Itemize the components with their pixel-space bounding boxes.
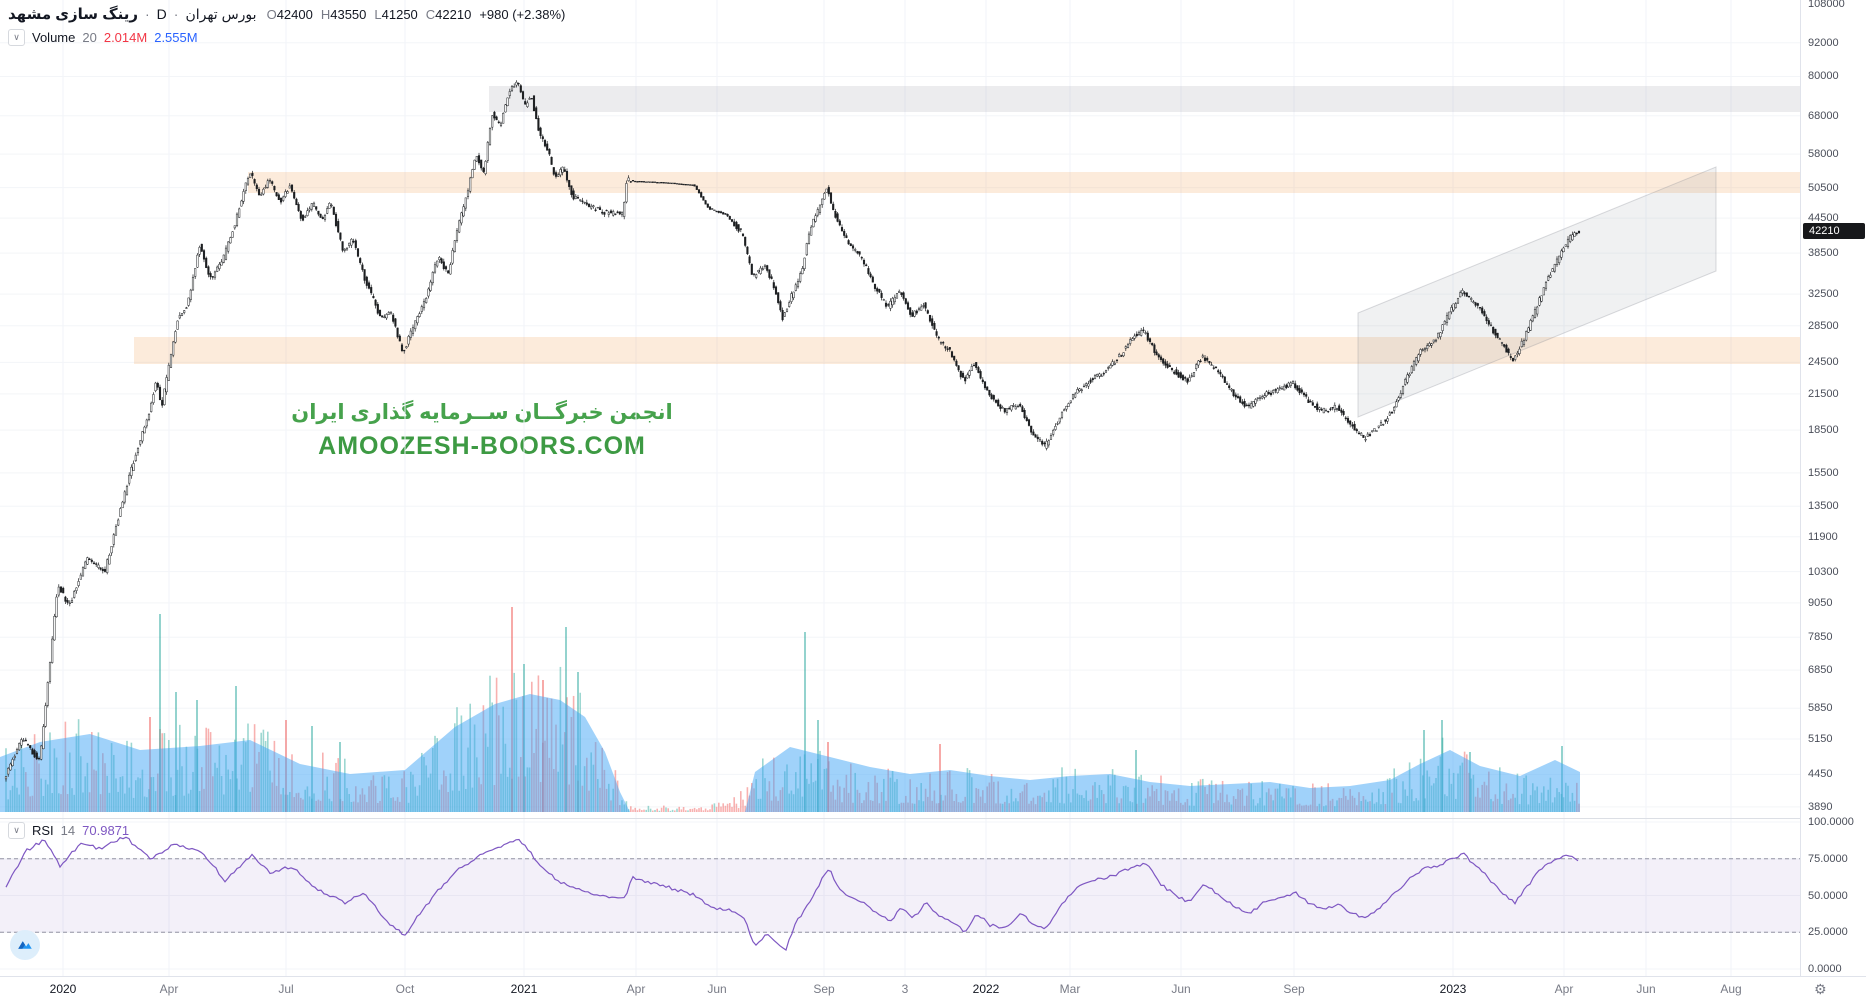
time-axis-label: 3 — [901, 982, 909, 996]
price-axis-label: 4450 — [1808, 768, 1833, 781]
rsi-axis-label: 100.0000 — [1808, 816, 1854, 828]
watermark-line1: انجمن خبرگــان ســرمایه گذاری ایران — [291, 401, 673, 424]
rsi-indicator-name[interactable]: RSI — [32, 823, 54, 838]
ohlc-values: O42400 H43550 L41250 C42210 +980 (+2.38%… — [267, 7, 566, 22]
rsi-pane — [0, 836, 1800, 951]
price-axis-label: 38500 — [1808, 247, 1839, 260]
low-key: L — [374, 6, 382, 22]
time-axis-label: 2021 — [510, 982, 538, 996]
change-value: +980 (+2.38%) — [479, 6, 566, 22]
price-axis-label: 21500 — [1808, 387, 1839, 400]
time-axis-label: Mar — [1059, 982, 1081, 996]
price-axis-label: 6850 — [1808, 664, 1833, 677]
volume-ma-area — [0, 694, 1580, 812]
time-axis-label: Apr — [626, 982, 646, 996]
time-axis[interactable]: ⚙ 2020 Apr Jul Oct 2021 Apr Jun Sep 3 2022 Mar Jun S… — [0, 976, 1866, 1001]
price-axis-label: 9050 — [1808, 596, 1833, 609]
close-key: C — [425, 6, 436, 22]
timeframe-label[interactable]: D — [156, 6, 167, 22]
high-value: H43550 — [321, 7, 367, 22]
watermark: انجمن خبرگــان ســرمایه گذاری ایران AMOO… — [0, 400, 964, 461]
open-val: 42400 — [276, 6, 313, 22]
rsi-axis-label: 50.0000 — [1808, 889, 1848, 902]
price-axis-label: 15500 — [1808, 466, 1839, 479]
time-axis-label: Jun — [707, 982, 727, 996]
close-val: 42210 — [435, 6, 472, 22]
price-axis-label: 24500 — [1808, 356, 1839, 369]
time-axis-label: Jun — [1636, 982, 1656, 996]
trend-channel — [1357, 166, 1717, 418]
separator-dot: · — [144, 6, 150, 22]
time-axis-label: Apr — [1554, 982, 1574, 996]
volume-value-1: 2.014M — [103, 30, 148, 45]
pane-divider[interactable] — [0, 818, 1866, 819]
price-axis-label: 28500 — [1808, 319, 1839, 332]
chart-platform-logo[interactable] — [10, 930, 40, 960]
price-axis-label: 80000 — [1808, 70, 1839, 83]
open-key: O — [266, 6, 277, 22]
chevron-down-icon[interactable]: ∨ — [8, 822, 25, 839]
price-axis-label: 3890 — [1808, 800, 1833, 813]
price-axis-label: 44500 — [1808, 212, 1839, 225]
time-axis-label: Apr — [159, 982, 179, 996]
high-val: 43550 — [330, 6, 367, 22]
symbol-header: رینگ سازی مشهد · D · بورس تهران O42400 H… — [8, 5, 566, 24]
price-axis-label: 10300 — [1808, 565, 1839, 578]
volume-value-2: 2.555M — [154, 30, 198, 45]
price-axis-label: 32500 — [1808, 288, 1839, 301]
time-axis-label: Oct — [395, 982, 415, 996]
rsi-indicator-param: 14 — [60, 823, 76, 838]
low-val: 41250 — [381, 6, 418, 22]
current-price-tag: 42210 — [1803, 222, 1865, 239]
price-axis[interactable]: 108000 92000 80000 68000 58000 50500 44500 3850… — [1800, 0, 1866, 976]
price-axis-label: 50500 — [1808, 181, 1839, 194]
price-axis-label: 92000 — [1808, 36, 1839, 49]
price-axis-label: 5850 — [1808, 702, 1833, 715]
rsi-axis-label: 25.0000 — [1808, 926, 1848, 939]
close-value: C42210 — [426, 7, 472, 22]
price-axis-label: 108000 — [1808, 0, 1845, 10]
separator-dot: · — [173, 6, 179, 22]
price-axis-label: 13500 — [1808, 500, 1839, 513]
time-axis-label: 2023 — [1439, 982, 1467, 996]
price-axis-label: 18500 — [1808, 424, 1839, 437]
main-chart-canvas[interactable] — [0, 0, 1800, 976]
price-axis-label: 58000 — [1808, 148, 1839, 161]
price-axis-label: 68000 — [1808, 109, 1839, 122]
low-value: L41250 — [374, 7, 417, 22]
watermark-line2: AMOOZESH-BOORS.COM — [318, 432, 646, 460]
candlestick-series — [4, 80, 1581, 782]
time-axis-label: Sep — [1283, 982, 1305, 996]
mountain-logo-icon — [18, 941, 32, 949]
symbol-name[interactable]: رینگ سازی مشهد — [8, 6, 138, 23]
price-axis-label: 5150 — [1808, 733, 1833, 746]
time-axis-label: 2022 — [972, 982, 1000, 996]
time-axis-label: 2020 — [49, 982, 77, 996]
exchange-name: بورس تهران — [185, 5, 257, 22]
price-axis-label: 11900 — [1808, 530, 1838, 543]
volume-indicator-name[interactable]: Volume — [32, 30, 76, 45]
time-axis-label: Jun — [1171, 982, 1191, 996]
time-axis-label: Sep — [813, 982, 835, 996]
time-axis-label: Jul — [278, 982, 294, 996]
rsi-axis-label: 0.0000 — [1808, 963, 1842, 975]
volume-indicator-legend: ∨ Volume 20 2.014M 2.555M — [8, 29, 198, 46]
gear-icon[interactable]: ⚙ — [1814, 981, 1827, 997]
rsi-axis-label: 75.0000 — [1808, 852, 1848, 865]
price-axis-label: 7850 — [1808, 631, 1833, 644]
grid-lines — [0, 0, 1800, 976]
rsi-value: 70.9871 — [82, 823, 130, 838]
open-value: O42400 — [267, 7, 313, 22]
high-key: H — [320, 6, 331, 22]
rsi-indicator-legend: ∨ RSI 14 70.9871 — [8, 822, 129, 839]
time-axis-label: Aug — [1720, 982, 1742, 996]
chevron-down-icon[interactable]: ∨ — [8, 29, 25, 46]
volume-indicator-param: 20 — [82, 30, 97, 45]
